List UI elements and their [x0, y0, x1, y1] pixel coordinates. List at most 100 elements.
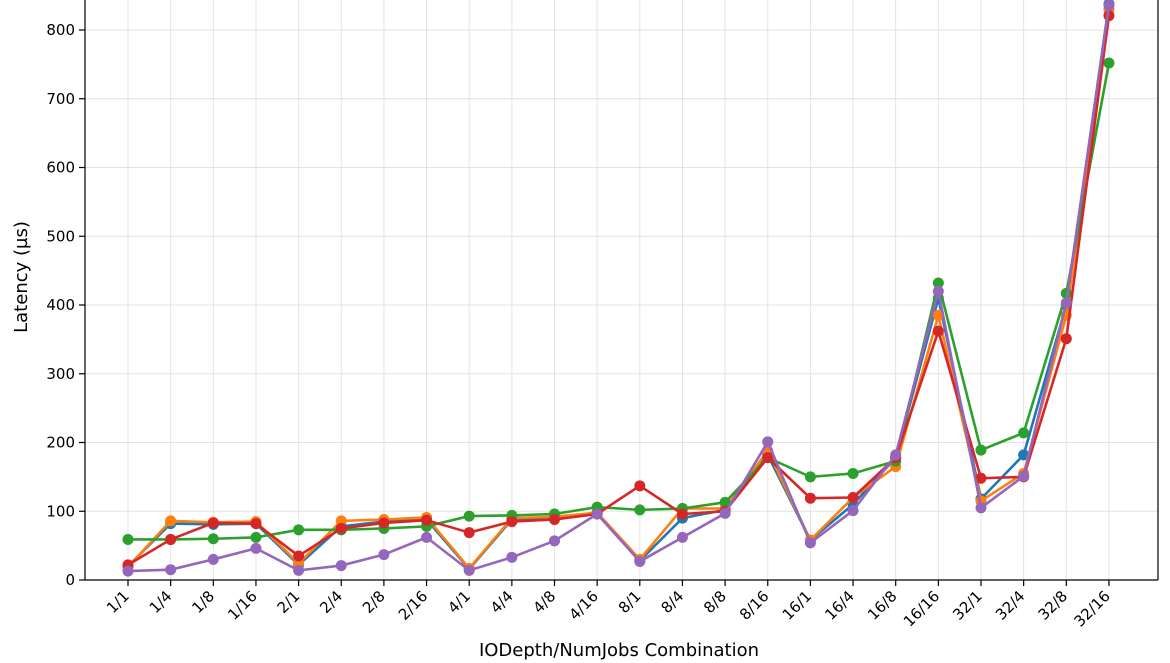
x-tick-label: 4/1 [444, 587, 474, 617]
y-tick-label: 200 [46, 434, 75, 452]
data-point [207, 517, 219, 529]
y-tick-label: 300 [46, 365, 75, 383]
data-point [762, 452, 774, 464]
series-line [128, 62, 1111, 541]
x-tick-label: 8/16 [736, 587, 773, 624]
series-5 [122, 0, 1115, 577]
x-tick-label: 16/1 [779, 587, 816, 624]
x-tick-label: 8/1 [615, 587, 645, 617]
series-4 [122, 10, 1115, 571]
x-tick-label: 2/1 [274, 587, 304, 617]
data-point [165, 515, 177, 527]
y-axis-title: Latency (µs) [11, 221, 32, 333]
x-tick-label: 16/8 [864, 587, 901, 624]
data-point [122, 533, 134, 545]
data-point [932, 309, 944, 321]
data-point [676, 531, 688, 543]
data-point [122, 565, 134, 577]
data-point [165, 564, 177, 576]
data-point [421, 514, 433, 526]
data-point [634, 504, 646, 516]
data-point [719, 507, 731, 519]
data-point [506, 551, 518, 563]
data-point [463, 510, 475, 522]
data-point [890, 449, 902, 461]
series-1 [122, 0, 1115, 575]
data-point [975, 502, 987, 514]
series-line [127, 3, 1111, 571]
data-point [549, 535, 560, 547]
data-point [847, 505, 859, 517]
x-tick-label: 32/4 [992, 587, 1029, 624]
x-tick-label: 1/1 [103, 587, 133, 617]
series-line [127, 5, 1111, 573]
x-tick-label: 32/8 [1035, 587, 1072, 624]
data-point [207, 533, 219, 545]
x-tick-label: 1/8 [188, 587, 218, 617]
data-point [1103, 57, 1115, 69]
axes [84, 0, 1159, 581]
y-tick-label: 500 [46, 227, 75, 245]
data-point [335, 560, 347, 572]
x-axis-ticks: 1/1 1/4 1/8 1/16 2/1 2/4 2/8 2/16 4/1 4/4 4/8 4/16 8… [103, 580, 1114, 630]
series-line [127, 9, 1111, 570]
data-point [975, 444, 987, 456]
data-point [165, 533, 177, 545]
x-tick-label: 4/4 [487, 587, 517, 617]
data-point [463, 564, 475, 576]
data-point [1060, 333, 1072, 345]
data-point [762, 436, 774, 448]
x-tick-label: 1/16 [224, 587, 261, 624]
series-2 [122, 3, 1115, 574]
data-point [250, 531, 262, 543]
x-tick-label: 32/16 [1070, 587, 1113, 630]
data-point [634, 480, 646, 492]
data-point [250, 518, 262, 530]
x-tick-label: 8/8 [700, 587, 730, 617]
y-tick-label: 700 [46, 90, 75, 108]
data-point [207, 553, 219, 565]
data-point [932, 285, 944, 297]
data-point [250, 542, 262, 554]
x-tick-label: 8/4 [657, 587, 687, 617]
data-point [1060, 297, 1072, 309]
data-point [932, 277, 944, 289]
data-point [804, 537, 816, 549]
data-point [463, 527, 475, 539]
x-tick-label: 4/16 [565, 587, 602, 624]
x-axis-title: IODepth/NumJobs Combination [479, 640, 759, 661]
data-point [293, 550, 305, 562]
x-tick-label: 16/16 [900, 587, 943, 630]
data-point [847, 467, 859, 479]
x-tick-label: 16/4 [821, 587, 858, 624]
series-3 [122, 57, 1115, 545]
series-line [127, 15, 1111, 566]
data-point [506, 516, 518, 528]
x-tick-label: 2/4 [316, 587, 346, 617]
data-point [549, 514, 560, 525]
data-point [634, 555, 646, 567]
data-point [335, 515, 347, 527]
y-tick-label: 0 [65, 571, 75, 589]
data-point [335, 522, 347, 534]
y-tick-label: 100 [46, 502, 75, 520]
data-point [421, 531, 433, 543]
x-tick-label: 4/8 [530, 587, 560, 617]
data-point [293, 524, 305, 536]
grid [85, 0, 1158, 581]
data-point [293, 564, 305, 576]
data-point [378, 517, 390, 529]
y-tick-label: 400 [46, 296, 75, 314]
data-point [1018, 470, 1030, 482]
data-point [1018, 449, 1030, 461]
series-layer [122, 0, 1115, 577]
y-axis-ticks: 0 100 200 300 400 500 600 700 800 [46, 21, 85, 589]
y-tick-label: 600 [46, 159, 75, 177]
x-tick-label: 2/16 [395, 587, 432, 624]
data-point [1103, 0, 1115, 11]
data-point [932, 325, 944, 337]
x-tick-label: 2/8 [359, 587, 389, 617]
data-point [804, 471, 816, 483]
data-point [975, 472, 987, 484]
